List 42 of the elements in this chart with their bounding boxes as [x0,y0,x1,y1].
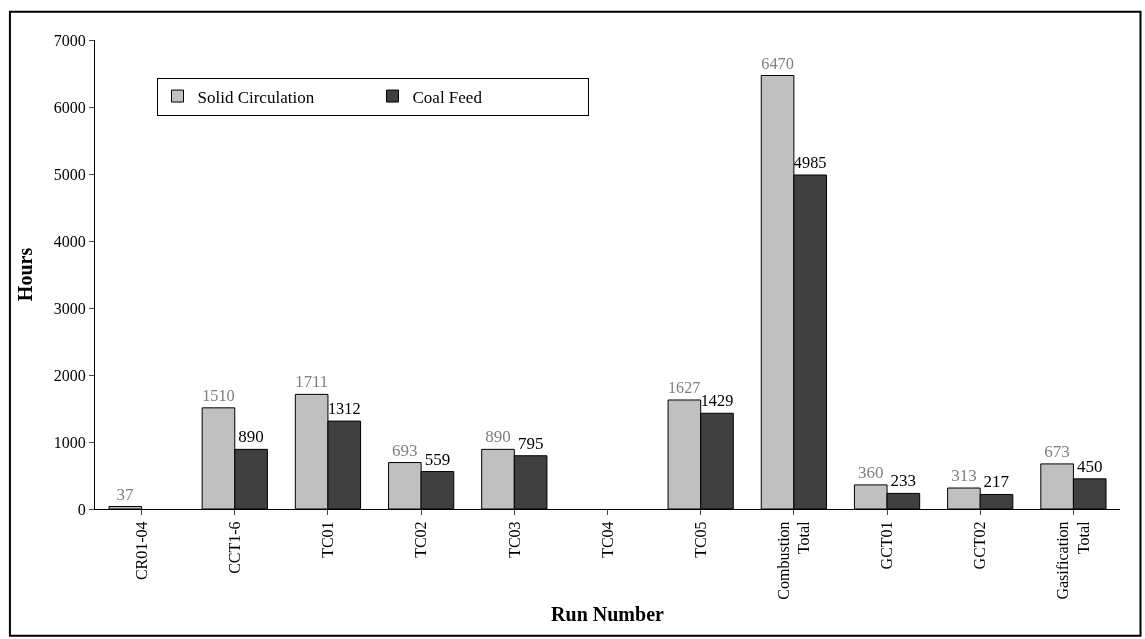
legend-label: Solid Circulation [197,87,315,107]
x-tick-label: GCT02 [971,521,989,570]
data-label: 233 [890,471,917,491]
data-label: 1711 [295,372,328,392]
y-tick-label: 7000 [53,31,86,49]
data-label: 313 [951,466,977,486]
data-label: 360 [857,462,884,482]
x-tick-label: GCT01 [878,521,896,570]
data-label: 217 [983,472,1010,492]
x-tick-label: TC03 [505,521,523,558]
data-label: 673 [1044,441,1070,461]
data-label: 890 [485,427,511,447]
data-label: 795 [517,433,544,453]
data-label: 37 [116,484,135,504]
x-tick-label: TC05 [691,521,709,558]
data-label: 1429 [700,391,734,411]
y-tick-label: 5000 [53,165,86,183]
y-tick-label: 1000 [53,433,86,451]
data-label: 1312 [327,399,361,419]
x-tick-label: CR01-04 [132,521,150,581]
x-tick-label: Combustion Total [774,520,813,600]
data-label: 450 [1076,456,1103,476]
data-label: 1510 [202,385,235,405]
y-tick-label: 6000 [53,98,86,116]
x-tick-label: TC01 [319,521,337,558]
y-axis-title: Hours [14,247,37,302]
y-tick-label: 3000 [53,299,86,317]
data-label: 6470 [761,53,794,73]
data-label: 890 [238,427,264,447]
x-tick-label: CCT1-6 [225,521,243,574]
x-axis-title: Run Number [551,603,665,626]
legend-label: Coal Feed [412,87,483,107]
data-label: 559 [424,449,451,469]
x-tick-label: TC04 [598,521,616,558]
y-tick-label: 2000 [53,366,86,384]
y-tick-label: 4000 [53,232,86,250]
data-label: 1627 [668,379,701,397]
y-tick-label: 0 [77,500,86,518]
x-tick-label: TC02 [412,521,430,558]
x-tick-label: Gasification Total [1054,520,1093,600]
data-label: 4985 [793,153,827,173]
data-label: 693 [392,440,418,460]
